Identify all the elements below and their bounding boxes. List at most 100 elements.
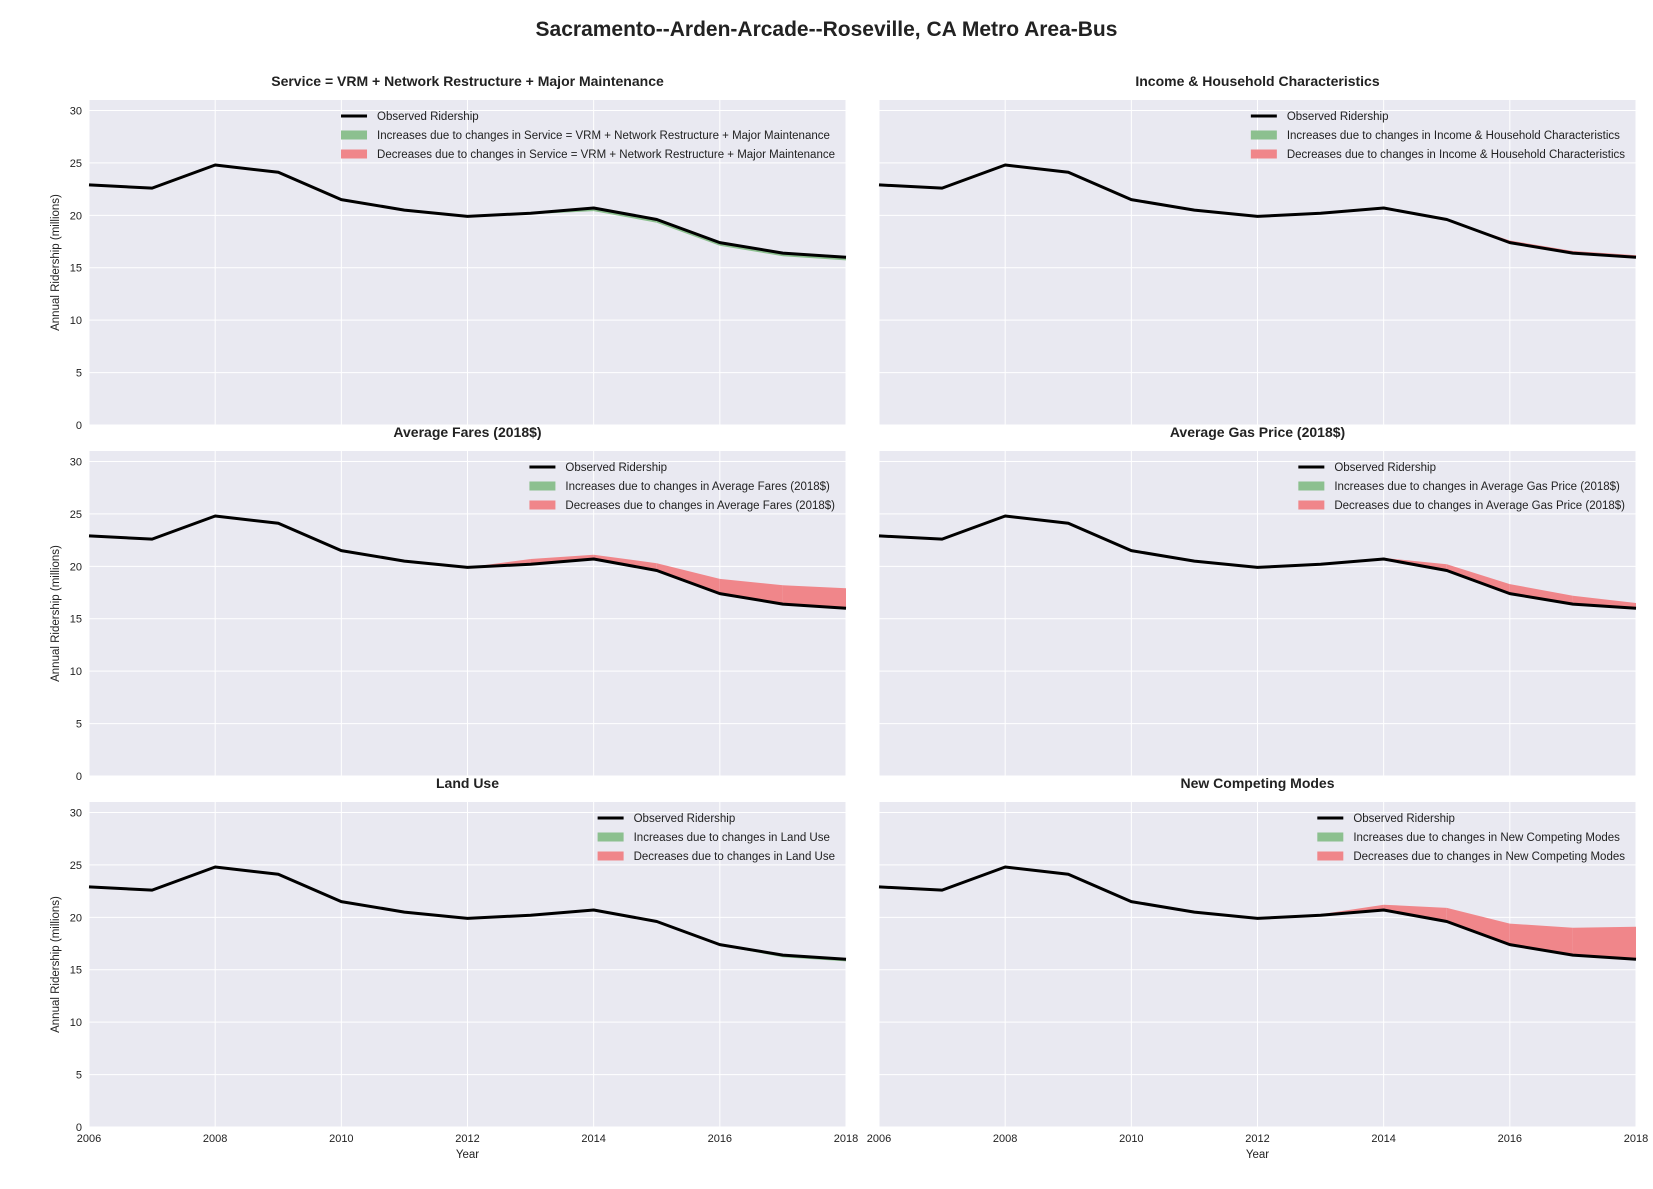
observed-ridership-line xyxy=(878,865,1637,961)
x-tick-label: 2016 xyxy=(1498,1133,1522,1145)
legend-label: Increases due to changes in New Competin… xyxy=(1353,832,1620,844)
y-tick-label: 25 xyxy=(70,509,82,521)
chart-panel-2: Income & Household Characteristics Observ… xyxy=(878,73,1637,426)
chart-panel-6: New Competing Modes 2006 2008 2010 2012 2014 2… xyxy=(867,775,1648,1161)
panel-title: New Competing Modes xyxy=(1180,775,1334,791)
legend-label: Decreases due to changes in New Competin… xyxy=(1353,851,1625,863)
y-tick-label: 5 xyxy=(76,368,82,380)
x-tick-label: 2010 xyxy=(1119,1133,1143,1145)
x-tick-label: 2018 xyxy=(834,1133,858,1145)
x-tick-label: 2014 xyxy=(1371,1133,1395,1145)
legend-label: Observed Ridership xyxy=(1287,111,1389,123)
chart-panel-3: Average Fares (2018$) 0 5 10 15 20 25 30 Annual … xyxy=(50,424,847,783)
x-tick-label: 2010 xyxy=(329,1133,353,1145)
y-axis-label: Annual Ridership (millions) xyxy=(50,896,62,1033)
y-tick-label: 20 xyxy=(70,561,82,573)
x-axis-label: Year xyxy=(1246,1149,1269,1161)
legend: Observed Ridership Increases due to chang… xyxy=(1250,111,1625,161)
legend-swatch-increase xyxy=(1250,130,1277,140)
observed-ridership-line xyxy=(878,514,1637,610)
x-tick-label: 2008 xyxy=(993,1133,1017,1145)
panel-title: Service = VRM + Network Restructure + Ma… xyxy=(271,73,664,89)
decrease-area xyxy=(1572,595,1636,609)
legend-label: Observed Ridership xyxy=(634,813,736,825)
y-tick-label: 5 xyxy=(76,719,82,731)
legend-swatch-decrease xyxy=(1298,500,1325,510)
y-tick-label: 20 xyxy=(70,912,82,924)
decrease-area xyxy=(782,585,846,609)
panel-title: Land Use xyxy=(436,775,499,791)
x-tick-label: 2008 xyxy=(203,1133,227,1145)
legend: Observed Ridership Increases due to chang… xyxy=(529,462,835,512)
panel-title: Average Fares (2018$) xyxy=(393,424,541,440)
observed-ridership-line xyxy=(88,163,847,259)
y-tick-label: 0 xyxy=(76,771,82,783)
legend-label: Decreases due to changes in Average Fare… xyxy=(565,500,835,512)
legend: Observed Ridership Increases due to chang… xyxy=(597,813,835,863)
legend-label: Decreases due to changes in Income & Hou… xyxy=(1287,149,1625,161)
legend-label: Increases due to changes in Average Gas … xyxy=(1334,481,1620,493)
y-tick-label: 10 xyxy=(70,315,82,327)
legend-swatch-increase xyxy=(341,130,368,140)
observed-ridership-line xyxy=(88,514,847,610)
y-tick-label: 15 xyxy=(70,614,82,626)
y-tick-label: 0 xyxy=(76,1122,82,1134)
chart-panel-5: Land Use 0 5 10 15 20 25 30 Annual Ridership (mi… xyxy=(50,775,858,1161)
y-tick-label: 25 xyxy=(70,860,82,872)
legend-swatch-decrease xyxy=(529,500,556,510)
y-tick-label: 30 xyxy=(70,105,82,117)
observed-ridership-line xyxy=(878,163,1637,259)
y-tick-label: 25 xyxy=(70,158,82,170)
legend-label: Increases due to changes in Income & Hou… xyxy=(1287,130,1620,142)
legend-label: Increases due to changes in Service = VR… xyxy=(377,130,830,142)
legend: Observed Ridership Increases due to chang… xyxy=(1298,462,1625,512)
x-tick-label: 2012 xyxy=(455,1133,479,1145)
legend-swatch-decrease xyxy=(597,851,624,861)
legend-label: Decreases due to changes in Service = VR… xyxy=(377,149,835,161)
legend-swatch-decrease xyxy=(1250,149,1277,159)
y-tick-label: 30 xyxy=(70,807,82,819)
legend-label: Observed Ridership xyxy=(377,111,479,123)
panel-title: Income & Household Characteristics xyxy=(1135,73,1380,89)
legend-label: Increases due to changes in Land Use xyxy=(634,832,830,844)
legend-label: Decreases due to changes in Land Use xyxy=(634,851,835,863)
legend-swatch-increase xyxy=(529,481,556,491)
x-tick-label: 2012 xyxy=(1245,1133,1269,1145)
decrease-area xyxy=(656,563,720,594)
legend-label: Increases due to changes in Average Fare… xyxy=(565,481,830,493)
y-tick-label: 15 xyxy=(70,263,82,275)
legend-swatch-decrease xyxy=(1317,851,1344,861)
legend-label: Observed Ridership xyxy=(565,462,667,474)
decrease-area xyxy=(719,578,783,605)
decrease-area xyxy=(1446,907,1510,945)
y-tick-label: 15 xyxy=(70,965,82,977)
y-tick-label: 10 xyxy=(70,666,82,678)
y-axis-label: Annual Ridership (millions) xyxy=(50,545,62,682)
legend: Observed Ridership Increases due to chang… xyxy=(341,111,835,161)
panel-title: Average Gas Price (2018$) xyxy=(1170,424,1345,440)
legend-swatch-increase xyxy=(1298,481,1325,491)
y-tick-label: 30 xyxy=(70,456,82,468)
y-tick-label: 0 xyxy=(76,420,82,432)
x-tick-label: 2014 xyxy=(581,1133,605,1145)
decrease-area xyxy=(1572,926,1636,960)
y-axis-label: Annual Ridership (millions) xyxy=(50,194,62,331)
y-tick-label: 20 xyxy=(70,210,82,222)
y-tick-label: 5 xyxy=(76,1070,82,1082)
x-tick-label: 2006 xyxy=(77,1133,101,1145)
legend-swatch-decrease xyxy=(341,149,368,159)
x-axis-label: Year xyxy=(456,1149,479,1161)
x-tick-label: 2018 xyxy=(1624,1133,1648,1145)
page-title: Sacramento--Arden-Arcade--Roseville, CA … xyxy=(535,18,1118,41)
observed-ridership-line xyxy=(88,865,847,961)
legend-swatch-increase xyxy=(597,832,624,842)
legend: Observed Ridership Increases due to chang… xyxy=(1317,813,1625,863)
chart-panel-4: Average Gas Price (2018$) Observed Riders… xyxy=(878,424,1637,777)
x-tick-label: 2016 xyxy=(708,1133,732,1145)
x-tick-label: 2006 xyxy=(867,1133,891,1145)
legend-label: Observed Ridership xyxy=(1353,813,1455,825)
legend-label: Decreases due to changes in Average Gas … xyxy=(1334,500,1625,512)
decrease-area xyxy=(1509,584,1573,605)
legend-label: Observed Ridership xyxy=(1334,462,1436,474)
